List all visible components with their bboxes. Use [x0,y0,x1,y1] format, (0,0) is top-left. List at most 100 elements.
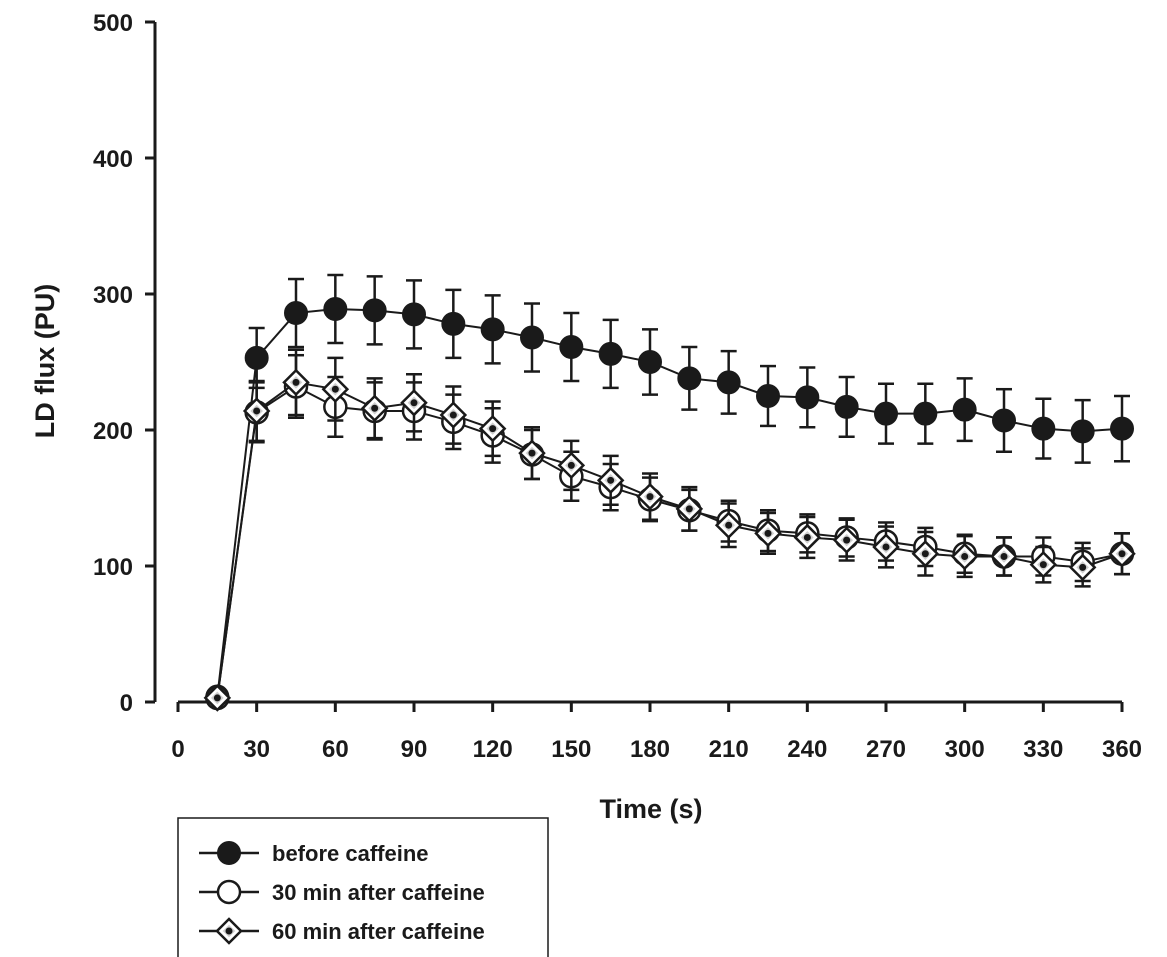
data-point [756,384,780,408]
data-point [360,394,389,423]
data-point [559,335,584,360]
x-tick-label: 0 [171,736,184,763]
diamond-dot [213,694,221,702]
x-axis-title: Time (s) [599,794,702,824]
data-point [284,301,308,326]
data-point [675,495,704,523]
data-point [215,917,243,945]
data-point [480,317,505,342]
x-tick-label: 360 [1102,736,1142,763]
data-point [1108,539,1136,568]
diamond-dot [961,552,969,560]
data-point [992,408,1016,433]
diamond-dot [449,411,457,419]
x-tick-label: 150 [551,736,591,763]
legend: before caffeine 30 min after caffeine 60 m… [177,817,549,957]
data-point [754,519,782,548]
diamond-dot [225,927,233,935]
diamond-dot [607,476,615,484]
data-point [596,466,625,495]
x-tick-label: 90 [401,736,428,763]
data-point [282,368,310,397]
diamond-dot [1039,561,1047,569]
data-point [441,311,466,336]
diamond-dot [292,378,300,386]
x-tick-label: 330 [1023,736,1063,763]
data-point [244,345,269,370]
data-point [518,439,546,467]
legend-label: before caffeine [272,841,429,866]
data-point [872,533,900,561]
data-point [323,296,348,321]
data-point [216,879,242,905]
legend-label: 30 min after caffeine [272,880,485,905]
data-point [598,341,623,366]
x-tick-label: 240 [787,736,827,763]
diamond-dot [725,521,733,529]
legend-item: 60 min after caffeine [199,917,485,945]
data-point [1110,416,1134,441]
data-point [795,385,820,410]
data-point [1031,416,1056,441]
diamond-dot [489,425,497,433]
y-tick-label: 0 [120,690,133,717]
diamond-dot [371,404,379,412]
data-point [520,325,544,350]
data-point [874,401,898,426]
diamond-dot [410,399,418,407]
legend-item: before caffeine [199,841,429,866]
diamond-dot [567,461,575,469]
diamond-dot [528,449,536,457]
diamond-dot [685,505,693,513]
data-point [913,401,938,426]
diamond-dot [921,550,929,558]
x-tick-label: 180 [630,736,670,763]
series-line [216,381,1123,699]
data-point [203,684,232,712]
x-tick-label: 300 [945,736,985,763]
diamond-dot [1079,563,1087,571]
data-point [911,539,940,568]
data-point [638,350,662,374]
data-point [478,414,507,443]
data-point [834,394,859,419]
x-tick-label: 30 [243,736,270,763]
x-tick-label: 120 [473,736,513,763]
data-point [400,389,428,417]
data-point [950,542,979,571]
data-point [716,370,741,395]
diamond-dot [803,533,811,541]
diamond-dot [764,529,772,537]
diamond-dot [1000,552,1008,560]
diamond-dot [331,385,339,393]
data-point [677,366,702,391]
data-point [439,401,468,429]
axes: 0 100 200 300 400 500 0 30 60 90 120 150 180 210 240 27… [93,10,1142,763]
x-tick-label: 270 [866,736,906,763]
series-before-caffeine [205,273,1134,709]
legend-label: 60 min after caffeine [272,919,485,944]
diamond-dot [1118,550,1126,558]
x-tick-label: 210 [709,736,749,763]
data-point [1070,419,1095,444]
y-tick-label: 100 [93,554,133,581]
y-tick-label: 200 [93,418,133,445]
data-point [1068,553,1097,582]
data-point [952,397,977,422]
diamond-dot [646,493,654,501]
data-point [321,375,350,403]
data-point [1029,550,1058,579]
data-point [557,451,586,480]
data-point [636,482,664,511]
diamond-dot [843,536,851,544]
data-point [793,523,822,552]
y-tick-label: 500 [93,10,133,37]
series-layer [203,273,1136,712]
series-60-min-after-caffeine [203,348,1136,712]
data-point [714,511,743,539]
x-tick-label: 60 [322,736,349,763]
data-point [362,298,387,323]
series-line [216,385,1123,699]
data-point [217,841,241,865]
